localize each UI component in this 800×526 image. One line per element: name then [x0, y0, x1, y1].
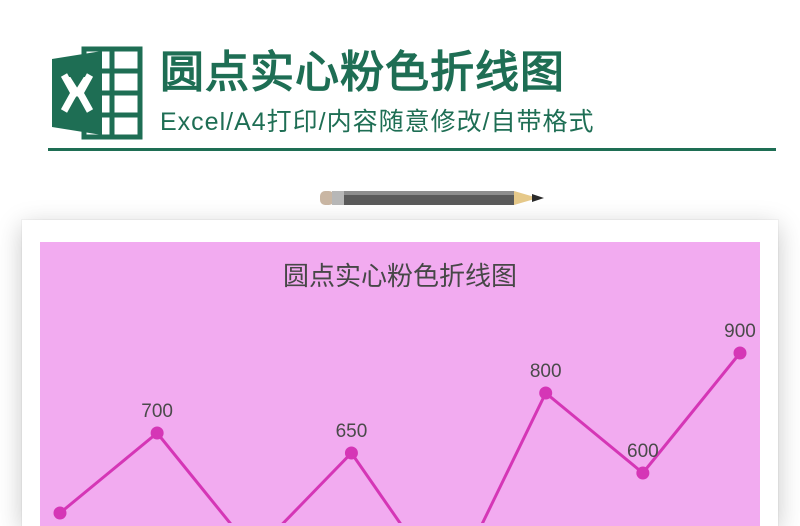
chart-marker — [54, 507, 66, 519]
header-text: 圆点实心粉色折线图 Excel/A4打印/内容随意修改/自带格式 — [160, 48, 595, 139]
page-title: 圆点实心粉色折线图 — [160, 48, 595, 99]
pencil-icon — [320, 188, 550, 208]
svg-text:X: X — [62, 68, 91, 117]
line-chart: 700 650 800 600 900 — [40, 303, 760, 523]
chart-data-label: 650 — [336, 421, 368, 442]
chart-area: 圆点实心粉色折线图 700 650 800 600 900 — [40, 242, 760, 526]
excel-icon: X — [48, 43, 148, 143]
sheet-preview: 圆点实心粉色折线图 700 650 800 600 900 — [22, 220, 778, 526]
chart-marker — [734, 347, 746, 359]
chart-data-label: 900 — [724, 321, 756, 342]
chart-marker — [151, 427, 163, 439]
chart-title: 圆点实心粉色折线图 — [40, 242, 760, 303]
chart-marker — [345, 447, 357, 459]
pencil-row — [0, 178, 800, 222]
page-root: X 圆点实心粉色折线图 Excel/A4打印/内容随意修改/自带格式 圆点实心粉… — [0, 0, 800, 526]
page-subtitle: Excel/A4打印/内容随意修改/自带格式 — [160, 102, 595, 138]
header: X 圆点实心粉色折线图 Excel/A4打印/内容随意修改/自带格式 — [48, 34, 776, 152]
chart-data-label: 600 — [627, 441, 659, 462]
chart-marker — [540, 387, 552, 399]
chart-marker — [637, 467, 649, 479]
header-underline — [48, 148, 776, 151]
chart-data-label: 800 — [530, 361, 562, 382]
chart-data-label: 700 — [141, 401, 173, 422]
